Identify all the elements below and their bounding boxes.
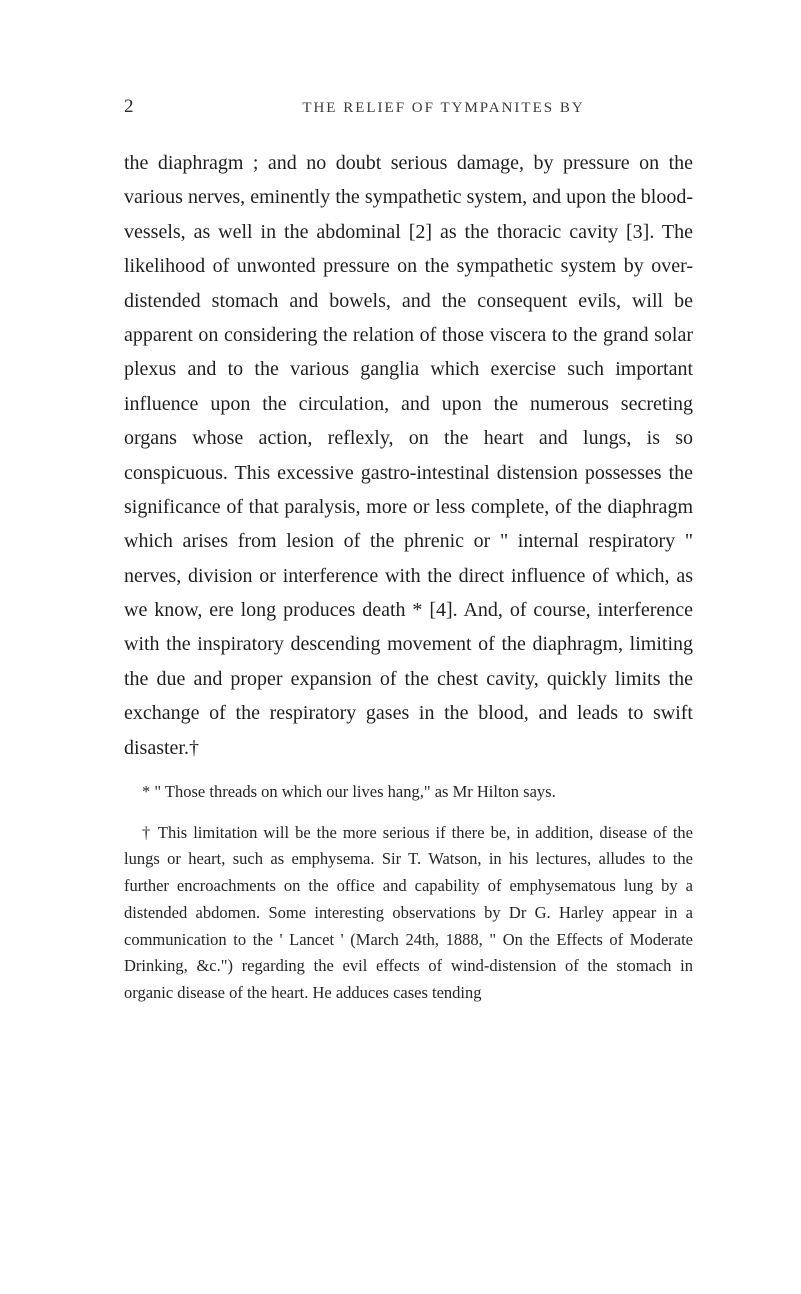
body-paragraph: the diaphragm ; and no doubt serious dam… (124, 146, 693, 765)
footnote-2: † This limitation will be the more serio… (124, 820, 693, 1007)
header-line: 2 THE RELIEF OF TYMPANITES BY (124, 96, 693, 118)
page-container: 2 THE RELIEF OF TYMPANITES BY the diaphr… (0, 0, 801, 1294)
running-title: THE RELIEF OF TYMPANITES BY (194, 100, 693, 117)
footnote-1: * " Those threads on which our lives han… (124, 779, 693, 806)
